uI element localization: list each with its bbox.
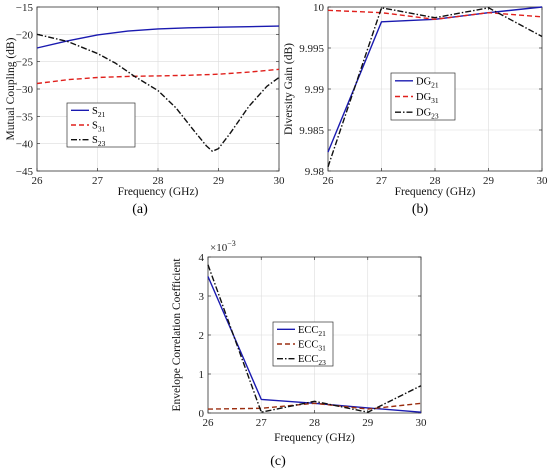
y-axis-label: Envelope Correlation Coefficient	[171, 258, 183, 412]
series-line-s21	[36, 25, 280, 49]
y-tick-label: −35	[16, 111, 34, 123]
legend-entry-name: S	[92, 121, 98, 132]
x-tick-label: 30	[537, 175, 549, 187]
x-axis-label: Frequency (GHz)	[395, 186, 476, 198]
legend-entry-subscript: 23	[318, 358, 326, 367]
legend-entry: S31	[92, 121, 106, 134]
series-line-ecc23	[207, 264, 422, 413]
x-tick-label: 26	[203, 417, 215, 429]
legend-entry-name: DG	[416, 76, 432, 87]
legend-entry: ECC31	[298, 340, 326, 353]
y-tick-label: 9.995	[299, 43, 324, 55]
series-line-s23	[36, 33, 280, 153]
y-tick-label: −20	[16, 29, 34, 41]
legend-entry-subscript: 23	[431, 112, 439, 121]
legend-entry-subscript: 21	[318, 329, 326, 338]
x-tick-label: 26	[323, 175, 335, 187]
series-line-s31	[36, 68, 280, 85]
multiplier-prefix: ×	[210, 242, 216, 254]
y-tick-label: 9.98	[305, 166, 325, 178]
x-axis-label: Frequency (GHz)	[118, 186, 199, 198]
x-tick-label: 29	[213, 175, 225, 187]
multiplier-base: 10	[216, 242, 228, 254]
series-line-dg31	[327, 9, 543, 20]
legend-entry-subscript: 23	[98, 139, 106, 148]
legend-entry-name: ECC	[298, 325, 318, 336]
y-tick-label: −25	[16, 57, 34, 69]
panel-label: (a)	[132, 202, 148, 217]
x-tick-label: 26	[32, 175, 44, 187]
panel-label: (c)	[270, 454, 286, 469]
y-tick-label: −15	[16, 2, 34, 14]
legend-entry-name: ECC	[298, 354, 318, 365]
y-axis-multiplier: ×10−3	[210, 239, 236, 254]
y-tick-label: 0	[199, 408, 205, 420]
y-tick-label: 9.985	[299, 125, 324, 137]
y-axis-label: Diversity Gain (dB)	[283, 43, 295, 135]
series-line-dg23	[327, 7, 543, 168]
x-tick-label: 27	[92, 175, 104, 187]
y-axis-label: Mutual Coupling (dB)	[5, 37, 17, 140]
x-tick-label: 27	[256, 417, 268, 429]
y-tick-label: −30	[16, 84, 34, 96]
legend-entry-name: DG	[416, 92, 432, 103]
y-tick-label: 9.99	[305, 84, 325, 96]
legend-entry: ECC23	[298, 354, 326, 367]
y-tick-label: 2	[199, 330, 205, 342]
legend-entry: DG31	[416, 92, 439, 105]
y-tick-label: 1	[199, 369, 205, 381]
legend-entry: DG21	[416, 76, 439, 89]
legend-entry-name: DG	[416, 108, 432, 119]
chart-panel-2: 26 27 28 29 30 9.98 9.985 9.99 9.995 10 Frequency …	[283, 2, 548, 217]
legend-entry-name: S	[92, 135, 98, 146]
chart-panel-1: 26 27 28 29 30 −45 −40 −35 −30 −25 −20 −15 Frequency…	[5, 2, 285, 217]
series-line-ecc31	[207, 402, 422, 410]
y-tick-label: −45	[16, 166, 34, 178]
x-tick-label: 27	[376, 175, 388, 187]
y-tick-label: −40	[16, 139, 34, 151]
x-tick-label: 30	[416, 417, 428, 429]
y-tick-label: 3	[199, 291, 205, 303]
x-tick-label: 28	[153, 175, 165, 187]
y-tick-label: 10	[313, 2, 325, 14]
x-tick-label: 30	[274, 175, 286, 187]
legend-entry: ECC21	[298, 325, 326, 338]
multiplier-exponent: −3	[227, 239, 236, 248]
x-tick-label: 28	[309, 417, 321, 429]
x-tick-label: 29	[362, 417, 374, 429]
legend-entry: S23	[92, 135, 106, 148]
legend-entry-subscript: 31	[98, 125, 106, 134]
y-tick-label: 4	[199, 252, 205, 264]
legend-entry-subscript: 31	[318, 344, 326, 353]
legend-entry-subscript: 21	[431, 80, 439, 89]
legend-entry-name: S	[92, 106, 98, 117]
x-tick-label: 28	[430, 175, 442, 187]
legend-entry: S21	[92, 106, 106, 119]
legend-entry: DG23	[416, 108, 439, 121]
legend-entry-name: ECC	[298, 340, 318, 351]
x-axis-label: Frequency (GHz)	[274, 432, 355, 444]
panel-label: (b)	[412, 202, 429, 217]
legend-entry-subscript: 31	[431, 96, 439, 105]
legend-entry-subscript: 21	[98, 110, 106, 119]
x-tick-label: 29	[483, 175, 495, 187]
